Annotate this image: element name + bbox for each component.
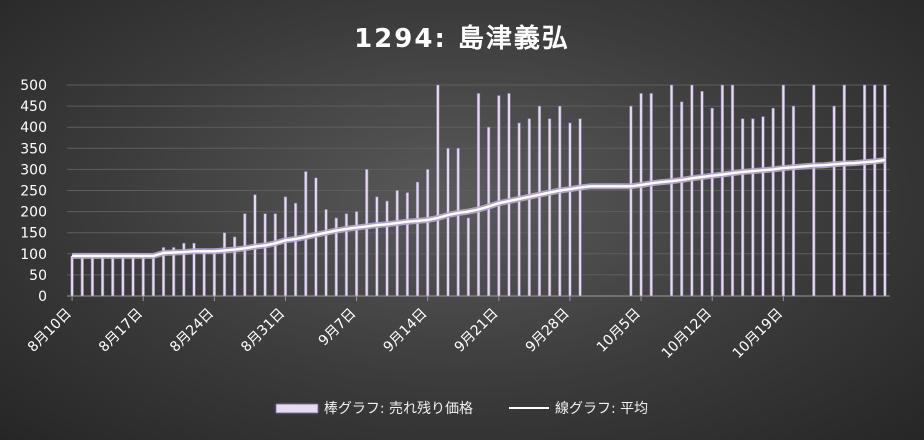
- bar: [548, 118, 552, 297]
- chart-title: 1294: 島津義弘: [354, 24, 570, 54]
- bar: [873, 84, 877, 297]
- bar: [446, 148, 450, 297]
- bar: [487, 126, 491, 297]
- bar: [466, 217, 470, 297]
- bar: [842, 84, 846, 297]
- bar: [527, 118, 531, 297]
- bar: [273, 213, 277, 297]
- bar: [456, 148, 460, 297]
- bar: [375, 196, 379, 297]
- bar: [90, 255, 95, 297]
- y-tick-label: 300: [20, 162, 47, 178]
- bar: [141, 255, 145, 297]
- bar: [669, 84, 674, 297]
- bar: [476, 93, 481, 297]
- bar: [507, 93, 511, 297]
- bar: [243, 213, 247, 297]
- bar: [324, 209, 328, 297]
- x-tick-label: 10月19日: [730, 306, 786, 362]
- bar: [680, 101, 684, 297]
- x-tick-label: 9月14日: [381, 306, 431, 356]
- bar: [639, 93, 643, 297]
- x-tick-label: 8月24日: [167, 306, 217, 356]
- bar: [690, 84, 694, 297]
- x-tick-label: 10月5日: [594, 306, 644, 356]
- bar: [294, 202, 298, 297]
- bar: [862, 84, 867, 297]
- bar: [751, 118, 755, 297]
- x-tick-label: 8月10日: [25, 306, 75, 356]
- legend-line-label: 線グラフ: 平均: [555, 401, 649, 417]
- y-tick-label: 450: [20, 99, 47, 115]
- bar: [121, 255, 125, 297]
- bar: [365, 169, 369, 297]
- bar: [741, 118, 745, 297]
- bar: [578, 118, 582, 297]
- x-tick-label: 9月21日: [452, 306, 502, 356]
- bar: [791, 105, 796, 297]
- y-tick-label: 150: [20, 226, 47, 242]
- x-tick-label: 8月31日: [238, 306, 288, 356]
- bar: [70, 255, 74, 297]
- bar: [80, 255, 84, 297]
- bar: [100, 255, 105, 297]
- bar: [720, 84, 724, 297]
- bar: [568, 122, 572, 297]
- bar: [537, 105, 542, 297]
- bar: [771, 107, 775, 297]
- bar: [131, 255, 135, 297]
- legend-bar-swatch: [275, 403, 318, 413]
- bar: [263, 213, 267, 297]
- bar: [385, 200, 389, 297]
- bar: [761, 116, 765, 297]
- x-tick-label: 9月7日: [316, 306, 360, 350]
- y-tick-label: 200: [20, 205, 47, 221]
- y-tick-label: 100: [20, 247, 47, 263]
- bar: [710, 107, 714, 297]
- bar: [436, 84, 440, 297]
- bar: [558, 105, 562, 297]
- legend-line-swatch: [509, 407, 549, 409]
- bar: [212, 249, 216, 297]
- bar: [151, 255, 155, 297]
- y-tick-label: 250: [20, 184, 47, 200]
- bar: [426, 169, 430, 297]
- bar: [497, 95, 501, 297]
- x-tick-label: 8月17日: [96, 306, 146, 356]
- y-tick-label: 0: [38, 289, 47, 305]
- y-tick-label: 50: [29, 268, 47, 284]
- y-tick-label: 350: [20, 141, 47, 157]
- x-tick-label: 9月28日: [523, 306, 573, 356]
- bar: [111, 255, 115, 297]
- bar: [883, 84, 887, 297]
- x-tick-label: 10月12日: [659, 306, 715, 362]
- bar: [730, 84, 735, 297]
- bar: [415, 181, 420, 297]
- bar: [354, 211, 359, 297]
- legend-item-line: 線グラフ: 平均: [509, 398, 648, 418]
- bar: [202, 249, 206, 297]
- bar: [781, 84, 785, 297]
- legend-bar-label: 棒グラフ: 売れ残り価格: [323, 401, 473, 417]
- bar: [700, 91, 704, 297]
- legend-item-bar: 棒グラフ: 売れ残り価格: [275, 398, 473, 418]
- bar: [283, 196, 288, 297]
- bar: [222, 232, 227, 297]
- bar: [649, 93, 653, 297]
- y-tick-label: 400: [20, 120, 47, 136]
- bar: [517, 122, 521, 297]
- bar: [629, 105, 633, 297]
- legend: 棒グラフ: 売れ残り価格 線グラフ: 平均: [0, 398, 924, 418]
- bar: [812, 84, 816, 297]
- bar: [395, 190, 399, 297]
- bar: [832, 105, 836, 297]
- bar: [405, 192, 409, 297]
- y-tick-label: 500: [20, 78, 47, 94]
- average-line: [72, 158, 886, 258]
- bar: [233, 236, 237, 297]
